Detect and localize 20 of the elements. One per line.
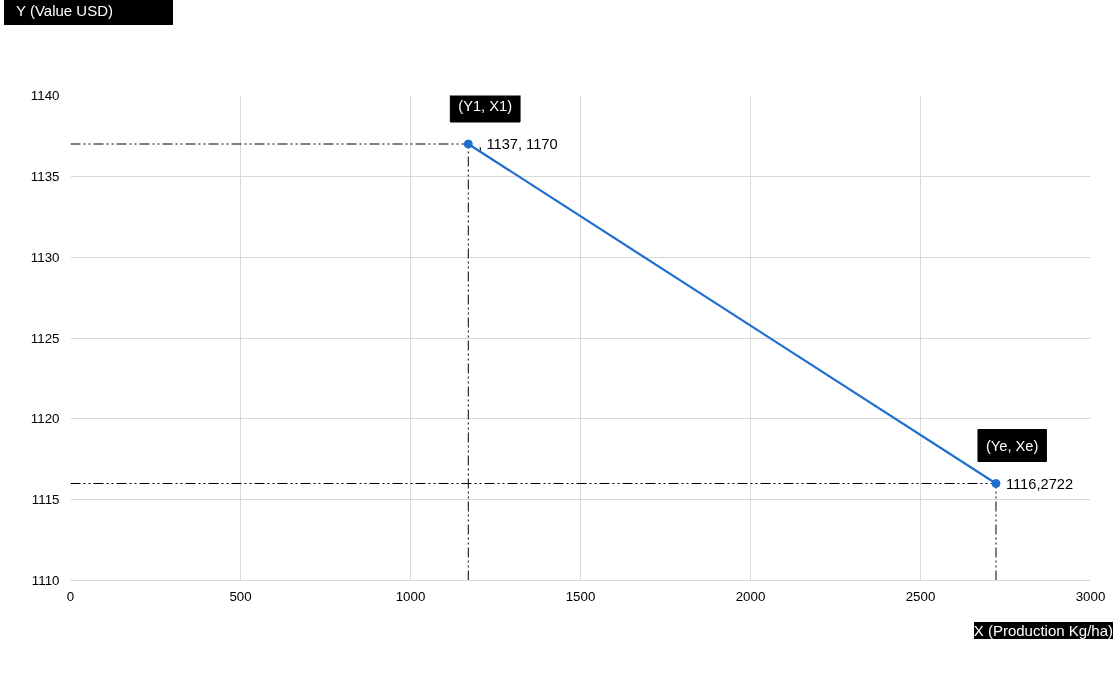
y-tick-label: 1140 bbox=[30, 88, 60, 103]
x-tick-label: 2000 bbox=[735, 588, 766, 604]
x-tick-label: 1000 bbox=[395, 588, 426, 604]
data-label: 1116,2722 bbox=[1005, 475, 1074, 492]
annotation: (Ye, Xe) bbox=[985, 437, 1039, 454]
x-tick-label: 1500 bbox=[565, 588, 596, 604]
y-tick-label: 1115 bbox=[31, 492, 60, 508]
x-tick-label: 2500 bbox=[905, 588, 936, 604]
annotation: (Y1, X1) bbox=[458, 98, 513, 114]
x-tick-label: 0 bbox=[66, 588, 75, 604]
y-tick-label: 1125 bbox=[30, 330, 60, 346]
y-tick-label: 1130 bbox=[30, 249, 60, 265]
y-tick-label: 1135 bbox=[30, 168, 60, 184]
y-axis-title: Y (Value USD) bbox=[4, 0, 173, 25]
data-label: , 1137, 1170 bbox=[478, 136, 558, 152]
x-axis-title: X (Production Kg/ha) bbox=[973, 622, 1113, 639]
x-tick-label: 3000 bbox=[1075, 588, 1106, 604]
y-tick-label: 1120 bbox=[30, 411, 60, 427]
x-tick-label: 500 bbox=[229, 588, 252, 604]
y-tick-label: 1110 bbox=[31, 573, 60, 588]
